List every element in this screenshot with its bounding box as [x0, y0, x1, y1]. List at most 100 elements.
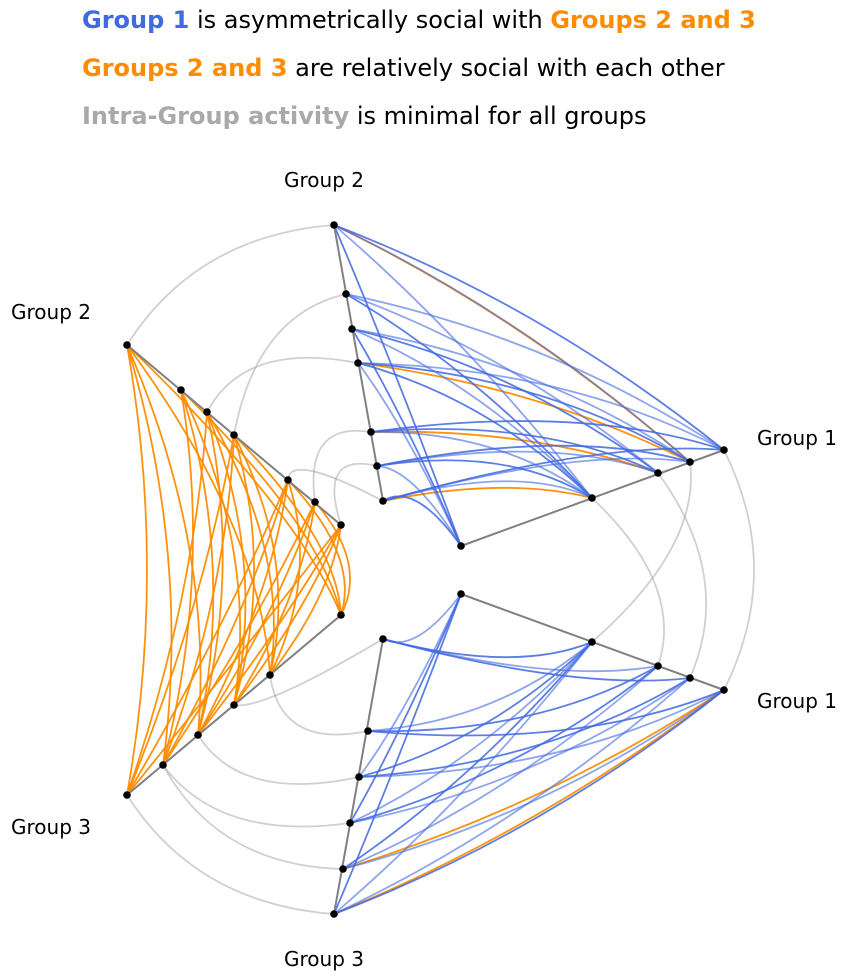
axis-label-g3-left: Group 3 [11, 815, 91, 839]
groups23-edge [342, 689, 725, 870]
group1-edge [333, 224, 725, 451]
groups23-edge [162, 479, 289, 766]
group1-edge [382, 593, 462, 644]
groups23-edge [206, 411, 275, 676]
intra-edge [591, 461, 692, 643]
group1-edge [333, 224, 462, 547]
group1-edge [370, 420, 725, 451]
groups23-edge [382, 486, 593, 502]
headline-groups23-b: Groups 2 and 3 [82, 54, 288, 82]
intra-edge [269, 674, 369, 736]
node [654, 469, 662, 477]
group1-edge [342, 665, 659, 870]
groups23-edge [233, 434, 342, 616]
headline-line3-rest: is minimal for all groups [349, 102, 647, 130]
group1-edge [382, 480, 593, 502]
groups23-edge [287, 479, 346, 616]
intra-edge [333, 462, 378, 526]
group1-edge [351, 328, 659, 474]
groups23-edge [126, 344, 173, 766]
intra-edge [197, 734, 360, 785]
group1-edge [333, 677, 691, 915]
groups23-edge [206, 411, 247, 706]
node [720, 686, 728, 694]
intra-edge [312, 429, 372, 503]
group1-edge [349, 641, 593, 824]
group1-edge [345, 293, 659, 474]
group1-edge [382, 457, 691, 502]
groups23-edge [126, 344, 342, 616]
groups23-edges [126, 224, 725, 915]
intra-edge [206, 356, 359, 413]
node [159, 761, 167, 769]
node [123, 791, 131, 799]
node [720, 446, 728, 454]
group1-edge [357, 362, 462, 547]
group1-edge [357, 362, 725, 451]
group1-edge [342, 689, 725, 870]
nodes [123, 221, 728, 918]
headline-line-3: Intra-Group activity is minimal for all … [82, 101, 646, 131]
group1-edge [333, 224, 593, 499]
group1-edge [376, 459, 593, 499]
intra-edge [126, 794, 335, 915]
headline-groups23: Groups 2 and 3 [550, 6, 756, 34]
axis-label-g1-lower: Group 1 [757, 689, 837, 713]
groups23-edge [197, 411, 224, 736]
node [379, 497, 387, 505]
group1-edge [349, 665, 659, 824]
node [337, 521, 345, 529]
axes [126, 224, 725, 915]
groups23-edge [180, 389, 215, 736]
node [379, 635, 387, 643]
groups23-edge [197, 479, 289, 736]
group1-edge [333, 689, 725, 915]
groups23-edge [162, 434, 235, 766]
group1-edge [382, 638, 593, 659]
group1-edge [357, 362, 593, 499]
node [686, 674, 694, 682]
group1-edge [358, 641, 593, 778]
group1-edge [345, 293, 593, 499]
group1-edge [367, 689, 725, 737]
intra-edge [723, 449, 755, 691]
node [330, 221, 338, 229]
axis-label-g2-left: Group 2 [11, 300, 91, 324]
node [373, 462, 381, 470]
node [203, 408, 211, 416]
groups23-edge [126, 344, 271, 676]
headline-line2-rest: are relatively social with each other [287, 54, 725, 82]
group1-edge [351, 328, 691, 463]
node [330, 910, 338, 918]
groups23-edge [357, 362, 691, 463]
group1-edges [333, 224, 725, 915]
node [194, 731, 202, 739]
headline-line1-mid: is asymmetrically social with [189, 6, 551, 34]
groups23-edge [126, 344, 148, 796]
groups23-edge [126, 344, 202, 736]
node [339, 865, 347, 873]
node [266, 671, 274, 679]
groups23-edge [126, 411, 208, 796]
group1-edge [351, 328, 462, 547]
intra-edge [233, 293, 347, 436]
intra-edge [591, 497, 665, 667]
node [230, 431, 238, 439]
groups23-edge [197, 501, 316, 736]
groups23-edge [197, 524, 342, 736]
headline-line-2: Groups 2 and 3 are relatively social wit… [82, 53, 725, 83]
group1-edge [333, 641, 593, 915]
node [346, 819, 354, 827]
group1-edge [333, 224, 691, 463]
intra-edge [287, 468, 384, 502]
node [348, 325, 356, 333]
node [457, 590, 465, 598]
group1-edge [370, 431, 593, 499]
intra-edge [233, 638, 384, 707]
group1-edge [349, 593, 462, 824]
node [342, 290, 350, 298]
intra-group-edges [126, 224, 755, 915]
group1-edge [345, 293, 725, 451]
axis-label-g3-lower: Group 3 [284, 947, 364, 971]
node [337, 611, 345, 619]
